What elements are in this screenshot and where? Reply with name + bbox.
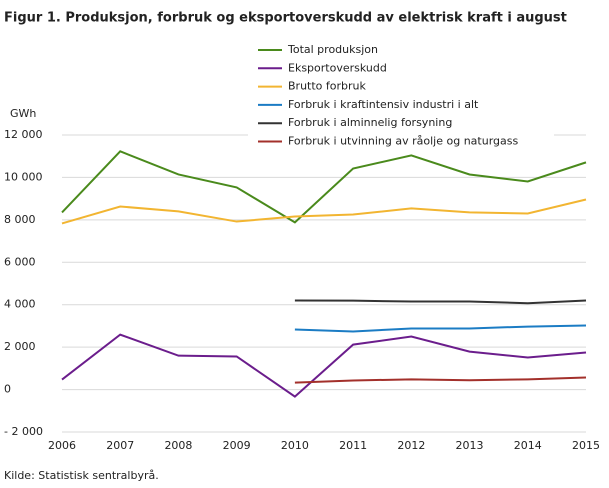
legend-label: Forbruk i utvinning av råolje og naturga… xyxy=(288,135,518,148)
y-tick-label: 2 000 xyxy=(4,340,36,353)
x-tick-label: 2009 xyxy=(223,439,251,452)
x-tick-label: 2014 xyxy=(514,439,542,452)
series-line xyxy=(61,198,587,225)
series-line xyxy=(294,299,587,305)
legend-label: Eksportoverskudd xyxy=(288,61,387,74)
legend-label: Forbruk i alminnelig forsyning xyxy=(288,116,452,129)
x-tick-label: 2006 xyxy=(48,439,76,452)
y-tick-label: 4 000 xyxy=(4,298,36,311)
legend-box xyxy=(248,41,554,151)
legend-label: Forbruk i kraftintensiv industri i alt xyxy=(288,98,479,111)
series-line xyxy=(294,324,587,333)
x-tick-label: 2007 xyxy=(106,439,134,452)
y-tick-label: 0 xyxy=(4,383,11,396)
x-tick-label: 2010 xyxy=(281,439,309,452)
x-tick-label: 2012 xyxy=(397,439,425,452)
series-line xyxy=(294,376,587,384)
y-axis-label: GWh xyxy=(10,107,36,120)
x-tick-label: 2011 xyxy=(339,439,367,452)
y-tick-label: 6 000 xyxy=(4,255,36,268)
x-tick-label: 2008 xyxy=(164,439,192,452)
y-tick-label: - 2 000 xyxy=(4,425,43,438)
y-tick-label: 10 000 xyxy=(4,170,43,183)
y-tick-label: 8 000 xyxy=(4,213,36,226)
y-tick-label: 12 000 xyxy=(4,128,43,141)
x-tick-label: 2015 xyxy=(572,439,600,452)
x-tick-label: 2013 xyxy=(456,439,484,452)
series-line xyxy=(61,333,587,398)
legend-label: Brutto forbruk xyxy=(288,80,366,93)
chart-title: Figur 1. Produksjon, forbruk og eksporto… xyxy=(4,11,567,26)
legend-label: Total produksjon xyxy=(287,43,378,56)
series-line xyxy=(61,150,587,224)
source: Kilde: Statistisk sentralbyrå. xyxy=(4,469,159,482)
